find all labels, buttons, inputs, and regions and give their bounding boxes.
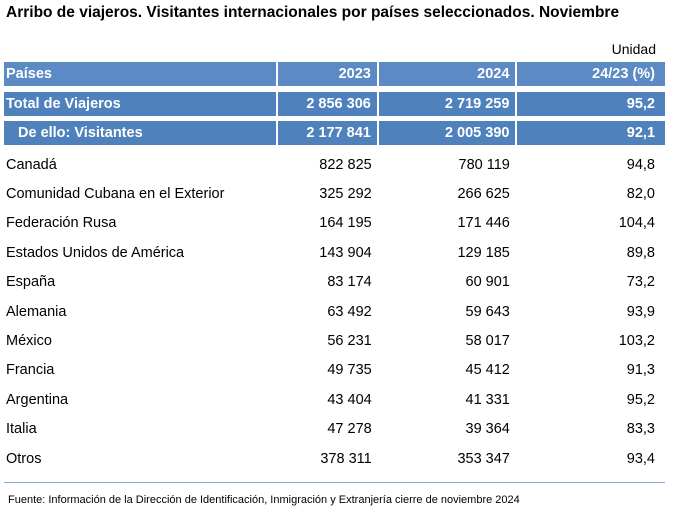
value-2023: 43 404	[327, 391, 372, 408]
value-2023: 63 492	[327, 303, 372, 320]
country-name: Italia	[6, 421, 37, 438]
table-row: Federación Rusa 164 195 171 446 104,4	[4, 209, 665, 238]
value-2024: 59 643	[465, 303, 510, 320]
total-row: Total de Viajeros 2 856 306 2 719 259 95…	[4, 92, 665, 116]
value-2024: 39 364	[465, 421, 510, 438]
value-2024: 45 412	[465, 362, 510, 379]
value-2023: 83 174	[327, 274, 372, 291]
table-row: Argentina 43 404 41 331 95,2	[4, 385, 665, 414]
value-2024: 353 347	[457, 450, 510, 467]
value-pct: 93,9	[626, 303, 655, 320]
value-pct: 83,3	[626, 421, 655, 438]
country-name: Comunidad Cubana en el Exterior	[6, 186, 225, 203]
unit-label: Unidad	[611, 41, 656, 57]
table-header: Países 2023 2024 24/23 (%)	[4, 62, 665, 86]
table-row: Canadá 822 825 780 119 94,8	[4, 150, 665, 179]
value-2024: 266 625	[457, 186, 510, 203]
country-name: Canadá	[6, 156, 57, 173]
country-rows: Canadá 822 825 780 119 94,8 Comunidad Cubana…	[4, 150, 665, 473]
value-pct: 89,8	[626, 244, 655, 261]
country-name: Argentina	[6, 391, 69, 408]
value-pct: 95,2	[626, 391, 655, 408]
total-2024: 2 719 259	[378, 92, 516, 116]
total-2023: 2 856 306	[278, 92, 377, 116]
total-label: Total de Viajeros	[4, 92, 277, 116]
value-2024: 780 119	[458, 156, 510, 173]
source-note: Fuente: Información de la Dirección de I…	[8, 494, 520, 506]
table-row: Italia 47 278 39 364 83,3	[4, 415, 665, 444]
country-name: Federación Rusa	[6, 215, 117, 232]
visitantes-label: De ello: Visitantes	[4, 121, 277, 145]
table-row: Otros 378 311 353 347 93,4	[4, 444, 665, 473]
country-name: España	[6, 274, 56, 291]
country-name: México	[6, 333, 52, 350]
visitantes-row: De ello: Visitantes 2 177 841 2 005 390 …	[4, 121, 666, 145]
page-title: Arribo de viajeros. Visitantes internaci…	[6, 4, 620, 21]
country-name: Francia	[6, 362, 55, 379]
total-pct: 95,2	[517, 92, 665, 116]
visitantes-pct: 92,1	[517, 121, 666, 145]
value-pct: 73,2	[626, 274, 655, 291]
country-name: Otros	[6, 450, 42, 467]
header-paises: Países	[4, 62, 277, 86]
country-name: Estados Unidos de América	[6, 244, 185, 261]
value-2023: 325 292	[319, 186, 372, 203]
value-2024: 129 185	[457, 244, 510, 261]
country-name: Alemania	[6, 303, 67, 320]
value-2023: 164 195	[319, 215, 372, 232]
value-2024: 171 446	[457, 215, 510, 232]
value-pct: 103,2	[618, 333, 655, 350]
value-2024: 58 017	[465, 333, 510, 350]
value-2023: 49 735	[327, 362, 372, 379]
value-2023: 378 311	[320, 450, 372, 467]
value-2023: 822 825	[319, 156, 372, 173]
header-ratio: 24/23 (%)	[517, 62, 665, 86]
table-row: Francia 49 735 45 412 91,3	[4, 356, 665, 385]
value-pct: 91,3	[626, 362, 655, 379]
table-row: Alemania 63 492 59 643 93,9	[4, 297, 665, 326]
table-row: México 56 231 58 017 103,2	[4, 326, 665, 355]
header-2024: 2024	[378, 62, 516, 86]
footer-divider	[4, 482, 665, 483]
value-pct: 104,4	[618, 215, 655, 232]
visitantes-2024: 2 005 390	[378, 121, 516, 145]
value-pct: 93,4	[626, 450, 655, 467]
value-pct: 94,8	[626, 156, 655, 173]
value-2023: 143 904	[319, 244, 372, 261]
value-pct: 82,0	[626, 186, 655, 203]
table-row: España 83 174 60 901 73,2	[4, 268, 665, 297]
visitantes-2023: 2 177 841	[278, 121, 377, 145]
value-2024: 60 901	[465, 274, 510, 291]
table-row: Estados Unidos de América 143 904 129 185 8…	[4, 238, 665, 267]
value-2024: 41 331	[465, 391, 510, 408]
value-2023: 47 278	[327, 421, 372, 438]
value-2023: 56 231	[327, 333, 372, 350]
header-2023: 2023	[278, 62, 377, 86]
table-row: Comunidad Cubana en el Exterior 325 292 26…	[4, 179, 665, 208]
